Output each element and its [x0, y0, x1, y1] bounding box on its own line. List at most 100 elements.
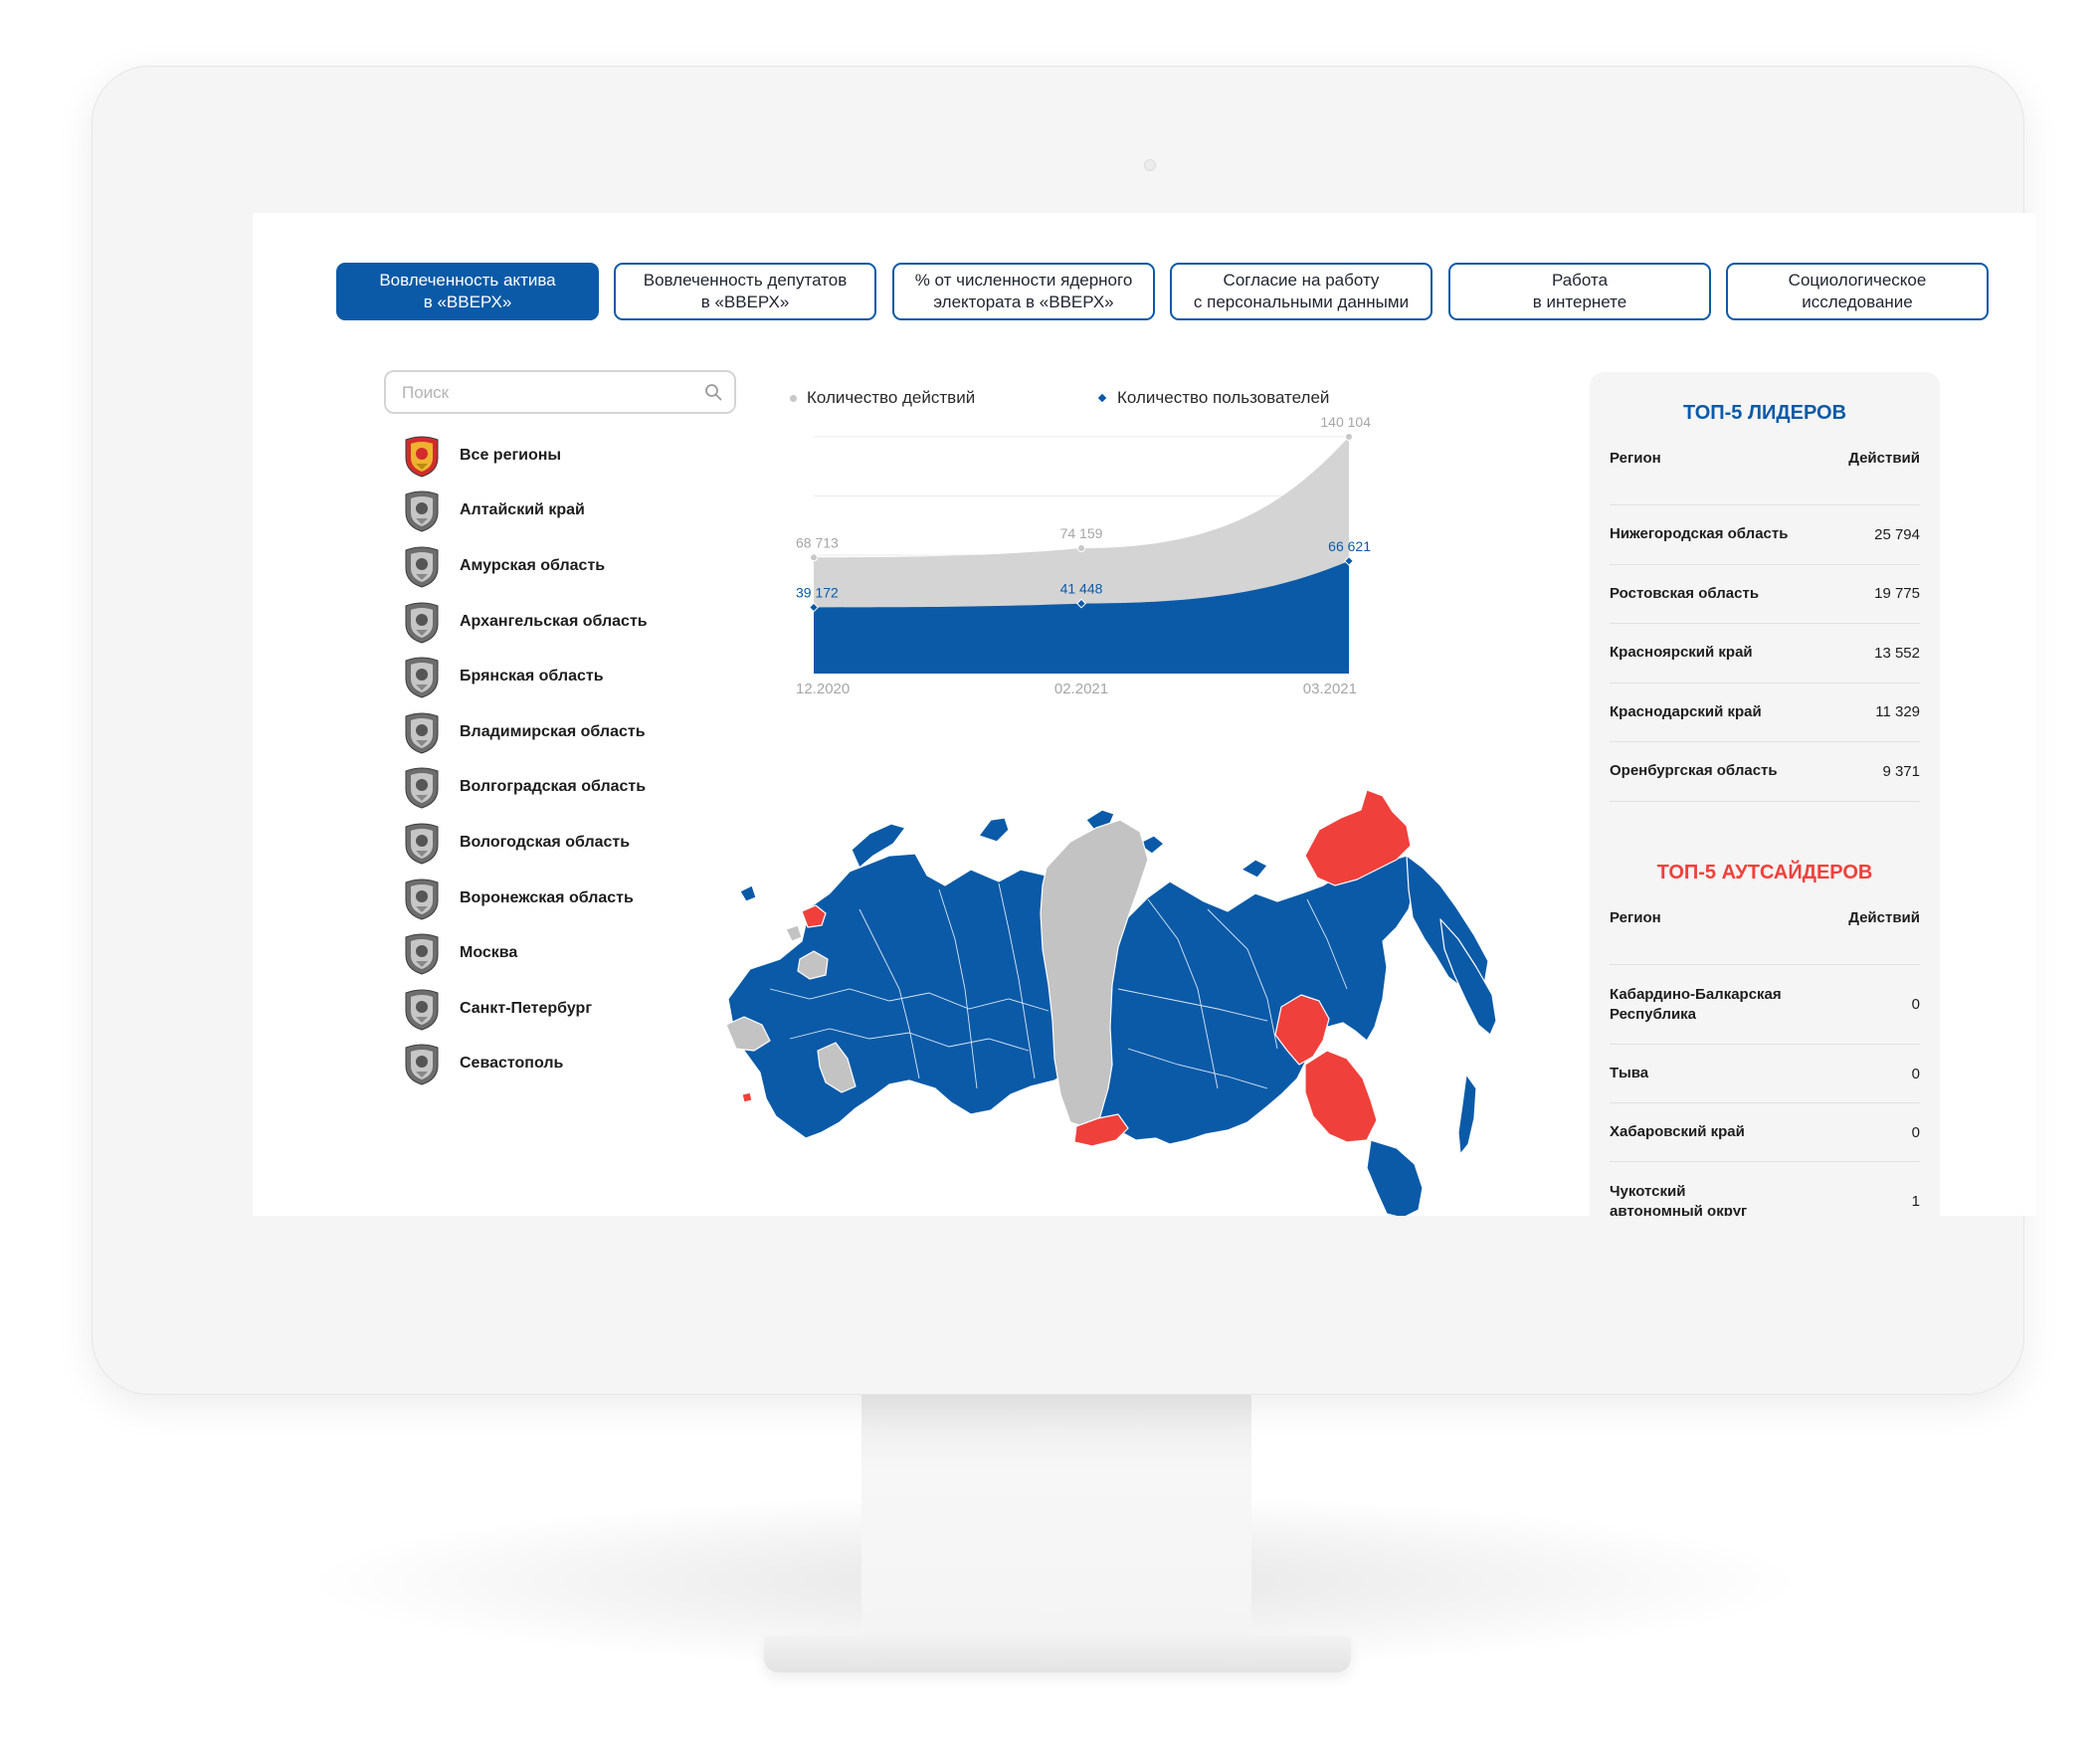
x-tick-label: 03.2021	[1303, 681, 1357, 697]
map-region-gray-kazakh-border[interactable]	[817, 1042, 857, 1093]
region-item[interactable]: Севастополь	[402, 1037, 740, 1092]
map-region-karelia[interactable]	[801, 904, 827, 928]
table-row[interactable]: Нижегородская область 25 794	[1610, 505, 1920, 565]
search-icon[interactable]	[704, 383, 722, 401]
map-region-kaliningrad[interactable]	[739, 884, 757, 902]
russia-regions-map	[725, 790, 1497, 1216]
map-region-tyva[interactable]	[1073, 1113, 1129, 1147]
area-chart: 68 713 74 159 140 104 39 172 41 448 66 621 12.…	[796, 417, 1371, 697]
outsiders-table: Регион Действий Кабардино-Балкарская Рес…	[1610, 909, 1920, 1216]
map-region-khabarovsk[interactable]	[1274, 994, 1330, 1066]
region-item[interactable]: Вологодская область	[402, 815, 740, 871]
table-row[interactable]: Кабардино-Балкарская Республика 0	[1610, 965, 1920, 1045]
data-label: 68 713	[796, 534, 839, 550]
region-item[interactable]: Москва	[402, 925, 740, 981]
tab-bar: Вовлеченность актива в «ВВЕРХ» Вовлеченн…	[336, 263, 1990, 322]
table-row[interactable]: Оренбургская область 9 371	[1610, 742, 1920, 802]
data-point-users[interactable]	[1076, 598, 1086, 609]
table-row[interactable]: Тыва 0	[1610, 1045, 1920, 1103]
search-box	[384, 370, 736, 414]
monitor-stand-neck	[861, 1395, 1251, 1644]
russia-coat-of-arms-icon	[405, 436, 439, 478]
map-region-chukotka[interactable]	[1304, 790, 1412, 886]
region-item[interactable]: Волгоградская область	[402, 760, 740, 816]
table-row[interactable]: Хабаровский край 0	[1610, 1103, 1920, 1162]
vologda-oblast-emblem-icon	[405, 823, 439, 865]
region-item[interactable]: Воронежская область	[402, 871, 740, 926]
ranking-panel: ТОП-5 ЛИДЕРОВ Регион Действий Нижегородс…	[1590, 372, 1940, 1216]
map-region-gray-south[interactable]	[725, 1016, 771, 1052]
map-region-novaya-zemlya[interactable]	[851, 823, 906, 869]
region-item[interactable]: Владимирская область	[402, 704, 740, 760]
row-actions-value: 9 371	[1882, 762, 1920, 780]
leaders-col-actions: Действий	[1848, 450, 1920, 467]
sevastopol-emblem-icon	[405, 1044, 439, 1085]
map-region-kamchatka[interactable]	[1439, 918, 1497, 1036]
region-name: Севастополь	[460, 1055, 564, 1073]
tab-internet-work[interactable]: Работа в интернете	[1448, 263, 1711, 320]
map-region-jewish-ao[interactable]	[1304, 1050, 1378, 1143]
tab-personal-data-consent[interactable]: Согласие на работу с персональными данны…	[1170, 263, 1432, 320]
region-item[interactable]: Алтайский край	[402, 484, 740, 539]
data-label: 66 621	[1328, 538, 1371, 554]
legend-item-actions[interactable]: Количество действий	[790, 388, 975, 408]
row-region: Хабаровский край	[1610, 1123, 1745, 1140]
map-region-taymyr-islands[interactable]	[978, 817, 1010, 843]
row-region: Кабардино-Балкарская Республика	[1610, 985, 1782, 1023]
map-region-kabardino-balkaria[interactable]	[741, 1091, 753, 1103]
data-point-actions[interactable]	[810, 553, 818, 562]
region-item[interactable]: Брянская область	[402, 649, 740, 704]
data-point-actions[interactable]	[1077, 544, 1085, 553]
map-region-gray-north[interactable]	[785, 924, 803, 942]
row-region: Тыва	[1610, 1065, 1649, 1081]
vladimir-oblast-emblem-icon	[405, 712, 439, 754]
legend-item-users[interactable]: Количество пользователей	[1097, 388, 1330, 408]
legend-label-users: Количество пользователей	[1117, 388, 1330, 407]
map-region-gray-west[interactable]	[797, 950, 829, 980]
region-list: Все регионы Алтайский край Амурская област…	[402, 428, 740, 1091]
voronezh-oblast-emblem-icon	[405, 879, 439, 920]
region-name: Вологодская область	[460, 833, 631, 851]
region-item[interactable]: Архангельская область	[402, 594, 740, 650]
leaders-table: Регион Действий Нижегородская область 25 …	[1610, 450, 1920, 802]
row-region: Краснодарский край	[1610, 702, 1762, 720]
region-name: Алтайский край	[460, 501, 585, 519]
data-point-users[interactable]	[809, 602, 819, 613]
data-point-actions[interactable]	[1345, 433, 1353, 441]
region-item[interactable]: Амурская область	[402, 538, 740, 594]
map-region-sakhalin[interactable]	[1457, 1074, 1477, 1155]
region-name: Воронежская область	[460, 888, 634, 906]
amur-oblast-emblem-icon	[405, 546, 439, 588]
x-tick-label: 02.2021	[1054, 681, 1108, 697]
row-actions-value: 0	[1911, 1065, 1920, 1082]
region-item[interactable]: Санкт-Петербург	[402, 981, 740, 1037]
monitor-stand-base	[764, 1637, 1351, 1672]
tab-core-electorate[interactable]: % от численности ядерного электората в «…	[892, 263, 1155, 320]
data-label: 41 448	[1060, 581, 1103, 597]
row-actions-value: 25 794	[1874, 525, 1920, 543]
table-row[interactable]: Красноярский край 13 552	[1610, 624, 1920, 684]
row-actions-value: 0	[1911, 1123, 1920, 1141]
row-region: Ростовская область	[1610, 584, 1760, 602]
table-row[interactable]: Чукотский автономный округ 1	[1610, 1162, 1920, 1217]
tab-deputies-engagement[interactable]: Вовлеченность депутатов в «ВВЕРХ»	[614, 263, 876, 320]
row-region: Чукотский автономный округ	[1610, 1182, 1748, 1217]
circle-marker-icon	[790, 394, 797, 402]
outsiders-col-actions: Действий	[1848, 909, 1920, 926]
volgograd-oblast-emblem-icon	[405, 767, 439, 809]
data-label: 39 172	[796, 584, 839, 600]
search-input[interactable]	[400, 372, 692, 414]
table-row[interactable]: Краснодарский край 11 329	[1610, 684, 1920, 742]
row-region: Нижегородская область	[1610, 525, 1789, 543]
table-row[interactable]: Ростовская область 19 775	[1610, 565, 1920, 624]
tab-sociological-research[interactable]: Социологическое исследование	[1726, 263, 1989, 320]
map-region-primorye[interactable]	[1366, 1139, 1424, 1216]
region-name: Все регионы	[460, 446, 562, 464]
region-item[interactable]: Все регионы	[402, 428, 740, 484]
tab-activists-engagement[interactable]: Вовлеченность актива в «ВВЕРХ»	[336, 263, 599, 320]
saint-petersburg-emblem-icon	[405, 989, 439, 1031]
map-region-krasnoyarsk[interactable]	[1040, 819, 1149, 1129]
data-point-users[interactable]	[1344, 555, 1354, 566]
map-region-arctic-islands[interactable]	[1085, 809, 1268, 879]
outsiders-table-header: Регион Действий	[1610, 909, 1920, 965]
